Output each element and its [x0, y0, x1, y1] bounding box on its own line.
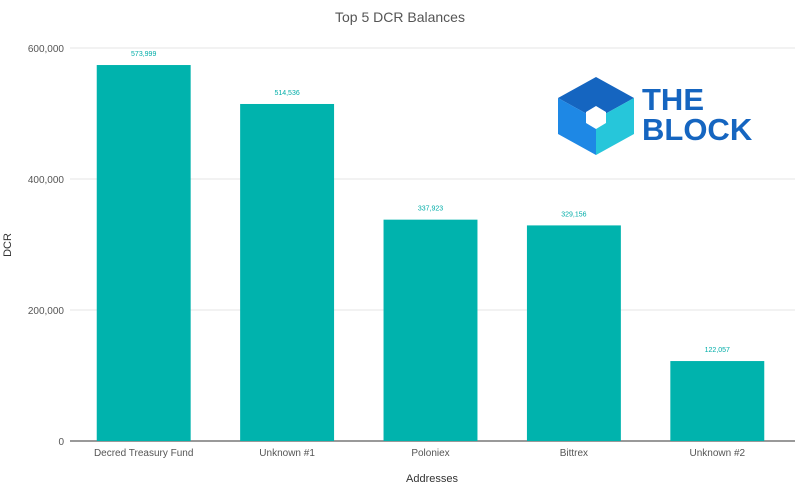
x-tick-label: Bittrex [560, 448, 588, 459]
y-tick-label: 200,000 [28, 306, 65, 317]
x-axis-label: Addresses [406, 473, 458, 485]
bar [96, 65, 191, 442]
data-label: 514,536 [274, 90, 299, 97]
x-tick-label: Unknown #1 [259, 448, 315, 459]
chart-title: Top 5 DCR Balances [335, 9, 465, 25]
data-label: 573,999 [131, 51, 156, 58]
data-label: 329,156 [561, 211, 586, 218]
data-label: 122,057 [705, 347, 730, 354]
y-tick-label: 400,000 [28, 175, 65, 186]
x-axis-ticks: Decred Treasury Fund Unknown #1 Poloniex Bi… [94, 448, 746, 459]
x-tick-label: Unknown #2 [690, 448, 746, 459]
bar [240, 103, 335, 442]
bar [526, 225, 621, 441]
x-tick-label: Poloniex [411, 448, 449, 459]
y-tick-label: 0 [58, 437, 64, 448]
bar [670, 361, 765, 441]
the-block-logo: THE BLOCK [558, 77, 753, 155]
logo-text-block: BLOCK [642, 112, 753, 147]
data-label: 337,923 [418, 206, 443, 213]
cube-icon [558, 77, 634, 155]
data-labels: 573,999 514,536 337,923 329,156 122,057 [131, 51, 730, 354]
y-axis-ticks: 0 200,000 400,000 600,000 [28, 44, 65, 448]
bars [96, 65, 765, 442]
bar [383, 219, 478, 441]
y-axis-label: DCR [2, 233, 14, 257]
x-tick-label: Decred Treasury Fund [94, 448, 194, 459]
logo-text-the: THE [642, 82, 704, 117]
y-tick-label: 600,000 [28, 44, 65, 55]
